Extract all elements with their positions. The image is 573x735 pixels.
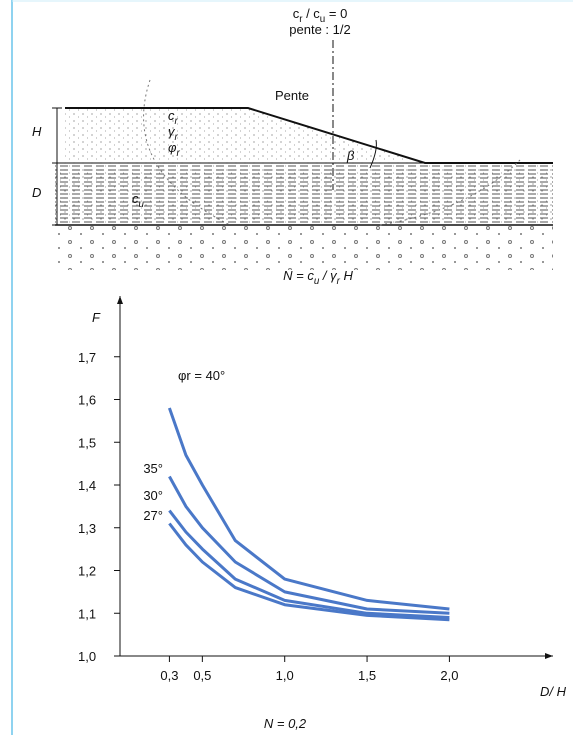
label-part: / c <box>302 6 320 21</box>
diagram-label: cu <box>132 191 145 210</box>
label-part: φ <box>168 140 177 155</box>
label-part: c <box>132 191 139 206</box>
chart: F D/ H N = 0,2 1,0 1,1 1,2 1,3 1,4 1,5 1,6 1,7 0,3 0… <box>78 296 567 731</box>
x-axis-label: D/ H <box>540 684 567 699</box>
diagram-label: N = cu / γr H <box>283 268 353 287</box>
subscript: r <box>175 132 179 143</box>
diagram-label: γr <box>168 124 179 143</box>
x-tick-label: 0,5 <box>193 668 211 683</box>
diagram-label: β <box>346 148 355 163</box>
label-part: Pente <box>275 88 309 103</box>
label-part: N = c <box>283 268 314 283</box>
curve <box>167 407 450 611</box>
diagram-label: cr <box>168 108 179 127</box>
x-tick-label: 1,0 <box>276 668 294 683</box>
y-tick-label: 1,5 <box>78 435 96 450</box>
curve-label: 27° <box>143 508 163 523</box>
label-part: H <box>340 268 354 283</box>
y-axis-arrow <box>117 296 123 304</box>
label-part: = 0 <box>325 6 347 21</box>
soil-profile <box>52 40 553 270</box>
x-tick-label: 0,3 <box>160 668 178 683</box>
x-axis-arrow <box>545 653 553 659</box>
y-tick-label: 1,0 <box>78 649 96 664</box>
subscript: r <box>176 148 180 159</box>
label-part: D <box>32 185 41 200</box>
y-tick-label: 1,6 <box>78 393 96 408</box>
label-part: pente : 1/2 <box>289 22 350 37</box>
y-axis-label: F <box>92 310 101 325</box>
y-tick-label: 1,4 <box>78 478 96 493</box>
label-part: c <box>293 6 300 21</box>
x-tick-label: 1,5 <box>358 668 376 683</box>
diagram-label: φr <box>168 140 180 159</box>
caption: N = 0,2 <box>264 716 307 731</box>
x-tick-label: 2,0 <box>440 668 458 683</box>
label-part: H <box>32 124 42 139</box>
subscript: r <box>175 116 179 127</box>
label-part: β <box>346 148 355 163</box>
label-part: c <box>168 108 175 123</box>
curve <box>168 509 450 619</box>
diagram-label: pente : 1/2 <box>289 22 350 37</box>
frame <box>11 0 573 735</box>
diagram-label: cr / cu = 0 <box>293 6 348 25</box>
y-tick-label: 1,2 <box>78 564 96 579</box>
diagram-label: Pente <box>275 88 309 103</box>
subscript: r <box>337 276 341 287</box>
label-part: γ <box>168 124 176 139</box>
diagram-label: D <box>32 185 41 200</box>
subscript: u <box>139 199 145 210</box>
y-tick-label: 1,1 <box>78 606 96 621</box>
subscript: r <box>299 14 303 25</box>
y-tick-label: 1,7 <box>78 350 96 365</box>
curve-label: φr = 40° <box>178 368 225 383</box>
curve <box>168 522 450 622</box>
label-part: / γ <box>319 268 338 283</box>
y-tick-label: 1,3 <box>78 521 96 536</box>
subscript: u <box>314 276 320 287</box>
diagram-label: H <box>32 124 42 139</box>
subscript: u <box>320 14 325 25</box>
curve-label: 35° <box>143 461 163 476</box>
curve-label: 30° <box>143 488 163 503</box>
curve <box>168 475 450 615</box>
